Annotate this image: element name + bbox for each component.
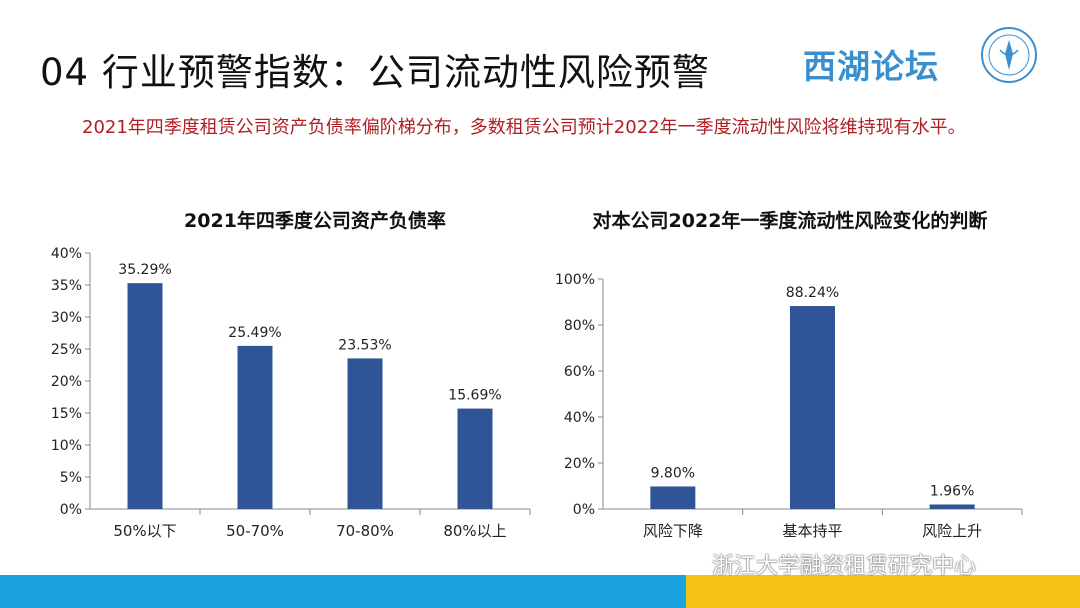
brand-name: 西湖论坛 xyxy=(803,47,939,86)
chart1-data-label: 15.69% xyxy=(448,388,501,404)
chart1-ytick-label: 0% xyxy=(60,502,82,518)
chart1-ytick-label: 5% xyxy=(60,470,82,486)
watermark: 浙江大学融资租赁研究中心 xyxy=(672,548,976,580)
chart2-bar xyxy=(929,504,975,509)
slide-title: 04 行业预警指数：公司流动性风险预警 xyxy=(40,51,710,94)
chart1-category-label: 50%以下 xyxy=(113,522,176,540)
chart2-bar xyxy=(790,306,835,509)
chart2-bar xyxy=(650,486,696,509)
chart2-ytick-label: 60% xyxy=(564,364,595,380)
chart1-category-label: 80%以上 xyxy=(443,522,506,540)
seal-logo-icon xyxy=(981,27,1037,83)
watermark-text: 浙江大学融资租赁研究中心 xyxy=(712,554,977,579)
chart2-ytick-label: 100% xyxy=(555,272,595,288)
chart2-ytick-label: 80% xyxy=(564,318,595,334)
chart1-bar xyxy=(457,408,493,509)
chart2-data-label: 9.80% xyxy=(651,465,695,481)
chart2-category-label: 基本持平 xyxy=(782,522,842,540)
chart2-data-label: 88.24% xyxy=(786,285,839,301)
chart1-category-label: 70-80% xyxy=(336,522,394,540)
chart1-bar xyxy=(347,358,383,509)
chart1-bar xyxy=(127,283,163,509)
chart1-ytick-label: 25% xyxy=(51,342,82,358)
chart1-ytick-label: 35% xyxy=(51,278,82,294)
lead-text: 2021年四季度租赁公司资产负债率偏阶梯分布，多数租赁公司预计2022年一季度流… xyxy=(82,117,966,138)
footer-accent xyxy=(686,575,1080,608)
chart1-ytick-label: 10% xyxy=(51,438,82,454)
chart1-ytick-label: 20% xyxy=(51,374,82,390)
chart1-ytick-label: 15% xyxy=(51,406,82,422)
chart2-ytick-label: 20% xyxy=(564,456,595,472)
chart1-title: 2021年四季度公司资产负债率 xyxy=(184,210,446,232)
chart1-bar xyxy=(237,345,273,509)
chart1-category-label: 50-70% xyxy=(226,522,284,540)
chart2-category-label: 风险上升 xyxy=(922,522,982,540)
chart2-ytick-label: 0% xyxy=(573,502,595,518)
chart2-ytick-label: 40% xyxy=(564,410,595,426)
chart1-data-label: 25.49% xyxy=(228,325,281,341)
chart2-data-label: 1.96% xyxy=(930,483,974,499)
chart2-title: 对本公司2022年一季度流动性风险变化的判断 xyxy=(592,210,988,232)
chart1-data-label: 35.29% xyxy=(118,262,171,278)
chart1-ytick-label: 30% xyxy=(51,310,82,326)
wechat-icon xyxy=(673,552,704,575)
chart1-data-label: 23.53% xyxy=(338,337,391,353)
chart1-ytick-label: 40% xyxy=(51,246,82,262)
chart2-category-label: 风险下降 xyxy=(643,522,703,540)
